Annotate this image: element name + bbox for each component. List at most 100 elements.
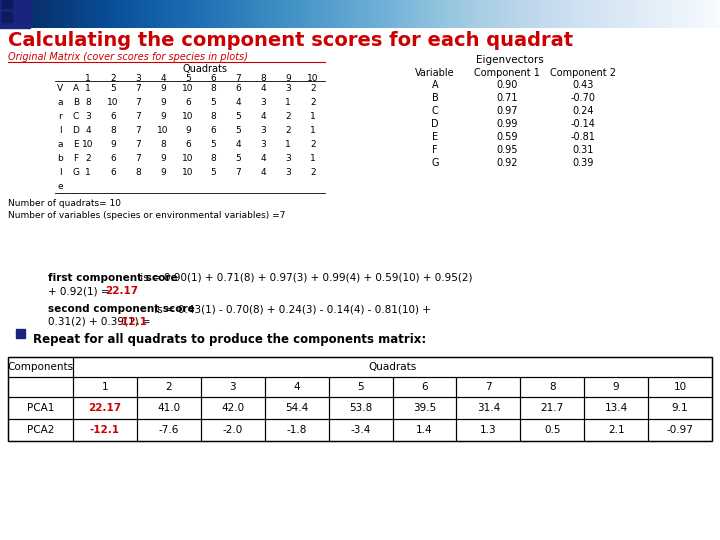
Bar: [265, 397, 328, 419]
Text: Repeat for all quadrats to produce the components matrix:: Repeat for all quadrats to produce the c…: [33, 333, 426, 346]
Text: Components: Components: [7, 362, 73, 372]
Text: 1.4: 1.4: [416, 425, 433, 435]
Text: 10: 10: [182, 84, 194, 93]
Text: PCA2: PCA2: [27, 425, 54, 435]
Text: Eigenvectors: Eigenvectors: [476, 55, 544, 65]
Text: 5: 5: [110, 84, 116, 93]
Text: 3: 3: [260, 126, 266, 135]
Text: -0.14: -0.14: [570, 119, 595, 129]
Bar: [201, 377, 265, 397]
Text: 5: 5: [235, 154, 241, 163]
Text: 2: 2: [310, 98, 316, 107]
Text: 3: 3: [260, 140, 266, 149]
Bar: [265, 377, 328, 397]
Text: E: E: [432, 132, 438, 142]
Text: 10: 10: [82, 140, 94, 149]
Bar: [328, 397, 392, 419]
Text: 9: 9: [285, 74, 291, 83]
Text: 9: 9: [160, 84, 166, 93]
Text: 3: 3: [285, 168, 291, 177]
Text: r: r: [58, 112, 62, 121]
Bar: [73, 357, 712, 377]
Text: 6: 6: [185, 98, 191, 107]
Text: -0.81: -0.81: [570, 132, 595, 142]
Text: 0.90: 0.90: [496, 80, 518, 90]
Text: 1: 1: [85, 168, 91, 177]
Text: 5: 5: [185, 74, 191, 83]
Text: 4: 4: [293, 382, 300, 392]
Text: Component 2: Component 2: [550, 68, 616, 78]
Text: 7: 7: [135, 112, 141, 121]
Text: B: B: [431, 93, 438, 103]
Text: is = 0.43(1) - 0.70(8) + 0.24(3) - 0.14(4) - 0.81(10) +: is = 0.43(1) - 0.70(8) + 0.24(3) - 0.14(…: [151, 304, 431, 314]
Text: 9: 9: [160, 112, 166, 121]
Text: 7: 7: [135, 140, 141, 149]
Text: 2: 2: [310, 168, 316, 177]
Text: 9: 9: [160, 154, 166, 163]
Text: 10: 10: [673, 382, 687, 392]
Text: 41.0: 41.0: [157, 403, 181, 413]
Text: second component score: second component score: [48, 304, 194, 314]
Text: 0.43: 0.43: [572, 80, 594, 90]
Bar: [0, 0, 30, 28]
Text: 1: 1: [310, 112, 316, 121]
Text: 2: 2: [166, 382, 172, 392]
Text: 39.5: 39.5: [413, 403, 436, 413]
Text: 10: 10: [182, 168, 194, 177]
Bar: [392, 397, 456, 419]
Text: -0.70: -0.70: [570, 93, 595, 103]
Bar: [8, 419, 73, 441]
Text: -3.4: -3.4: [351, 425, 371, 435]
Bar: [8, 397, 73, 419]
Text: 8: 8: [210, 84, 216, 93]
Bar: [584, 419, 648, 441]
Text: 2: 2: [85, 154, 91, 163]
Bar: [328, 419, 392, 441]
Text: 4: 4: [260, 168, 266, 177]
Text: E: E: [73, 140, 78, 149]
Bar: [201, 397, 265, 419]
Text: A: A: [73, 84, 79, 93]
Bar: [35, 271, 42, 278]
Text: -0.97: -0.97: [667, 425, 693, 435]
Text: 6: 6: [235, 84, 241, 93]
Text: 4: 4: [160, 74, 166, 83]
Bar: [16, 329, 25, 338]
Text: 0.5: 0.5: [544, 425, 560, 435]
Text: + 0.92(1) =: + 0.92(1) =: [48, 286, 113, 296]
Text: Component 1: Component 1: [474, 68, 540, 78]
Text: 10: 10: [307, 74, 319, 83]
Text: C: C: [73, 112, 79, 121]
Text: Quadrats: Quadrats: [369, 362, 417, 372]
Text: Number of variables (species or environmental variables) =7: Number of variables (species or environm…: [8, 211, 285, 220]
Text: -12.1: -12.1: [118, 317, 148, 327]
Text: 3: 3: [285, 84, 291, 93]
Text: 0.31(2) + 0.39(1) =: 0.31(2) + 0.39(1) =: [48, 317, 154, 327]
Text: 5: 5: [210, 140, 216, 149]
Text: 9: 9: [185, 126, 191, 135]
Bar: [521, 377, 584, 397]
Text: 0.97: 0.97: [496, 106, 518, 116]
Text: 10: 10: [157, 126, 168, 135]
Text: Variable: Variable: [415, 68, 455, 78]
Text: Original Matrix (cover scores for species in plots): Original Matrix (cover scores for specie…: [8, 52, 248, 62]
Text: 2: 2: [285, 112, 291, 121]
Bar: [8, 357, 73, 377]
Text: 3: 3: [85, 112, 91, 121]
Text: 6: 6: [110, 168, 116, 177]
Bar: [35, 302, 42, 309]
Text: 2: 2: [285, 126, 291, 135]
Bar: [584, 397, 648, 419]
Bar: [2, 12, 12, 22]
Text: 7: 7: [135, 98, 141, 107]
Bar: [456, 397, 521, 419]
Text: PCA1: PCA1: [27, 403, 54, 413]
Text: 4: 4: [235, 98, 240, 107]
Text: e: e: [57, 182, 63, 191]
Text: 6: 6: [110, 112, 116, 121]
Bar: [648, 419, 712, 441]
Text: 3: 3: [285, 154, 291, 163]
Text: B: B: [73, 98, 79, 107]
Text: 22.17: 22.17: [105, 286, 138, 296]
Text: 5: 5: [235, 126, 241, 135]
